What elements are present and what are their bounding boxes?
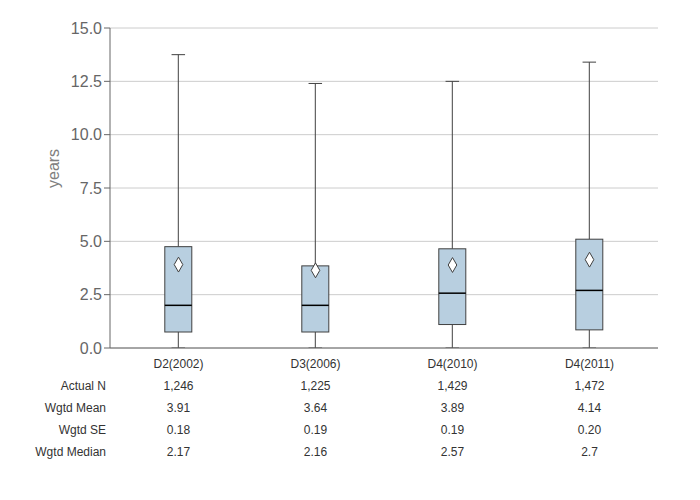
svg-text:0.0: 0.0 xyxy=(80,340,102,357)
svg-text:0.20: 0.20 xyxy=(578,423,602,437)
svg-text:Wgtd Median: Wgtd Median xyxy=(35,445,106,459)
svg-text:10.0: 10.0 xyxy=(71,126,102,143)
svg-text:0.19: 0.19 xyxy=(304,423,328,437)
svg-text:2.5: 2.5 xyxy=(80,286,102,303)
svg-text:D4(2011): D4(2011) xyxy=(565,357,614,371)
svg-text:2.57: 2.57 xyxy=(441,445,465,459)
svg-text:2.16: 2.16 xyxy=(304,445,328,459)
svg-text:4.14: 4.14 xyxy=(578,401,602,415)
svg-text:0.18: 0.18 xyxy=(167,423,191,437)
svg-text:3.64: 3.64 xyxy=(304,401,328,415)
svg-text:Actual N: Actual N xyxy=(61,379,106,393)
svg-text:2.7: 2.7 xyxy=(581,445,598,459)
svg-text:Wgtd Mean: Wgtd Mean xyxy=(45,401,106,415)
svg-text:2.17: 2.17 xyxy=(167,445,191,459)
svg-text:years: years xyxy=(45,149,62,188)
svg-text:1,472: 1,472 xyxy=(574,379,604,393)
svg-text:5.0: 5.0 xyxy=(80,233,102,250)
svg-text:D2(2002): D2(2002) xyxy=(153,357,203,371)
svg-text:15.0: 15.0 xyxy=(71,20,102,37)
svg-text:3.89: 3.89 xyxy=(441,401,465,415)
svg-text:1,246: 1,246 xyxy=(163,379,193,393)
svg-text:D3(2006): D3(2006) xyxy=(290,357,340,371)
svg-text:0.19: 0.19 xyxy=(441,423,465,437)
svg-text:1,225: 1,225 xyxy=(300,379,330,393)
svg-text:1,429: 1,429 xyxy=(437,379,467,393)
svg-text:12.5: 12.5 xyxy=(71,73,102,90)
svg-text:D4(2010): D4(2010) xyxy=(427,357,477,371)
svg-text:3.91: 3.91 xyxy=(167,401,191,415)
svg-text:Wgtd SE: Wgtd SE xyxy=(59,423,106,437)
svg-text:7.5: 7.5 xyxy=(80,180,102,197)
